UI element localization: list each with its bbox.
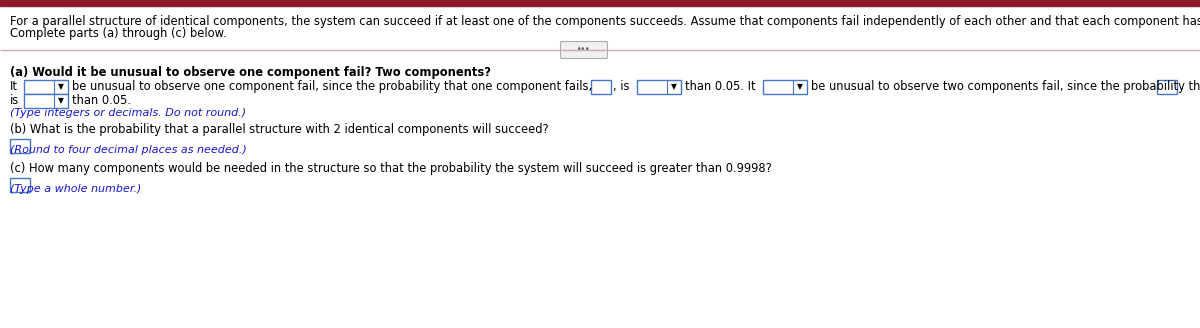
Text: It: It <box>10 80 18 93</box>
Text: ▼: ▼ <box>797 83 803 92</box>
Text: ,: , <box>1178 80 1183 93</box>
FancyBboxPatch shape <box>592 80 611 94</box>
Text: (Type a whole number.): (Type a whole number.) <box>10 184 142 194</box>
FancyBboxPatch shape <box>560 42 607 58</box>
Text: , is: , is <box>613 80 630 93</box>
FancyBboxPatch shape <box>24 94 68 108</box>
FancyBboxPatch shape <box>637 80 682 94</box>
Text: ▼: ▼ <box>58 83 64 92</box>
FancyBboxPatch shape <box>1157 80 1177 94</box>
Bar <box>0 0 1200 6</box>
Text: than 0.05. It: than 0.05. It <box>685 80 756 93</box>
Text: (Type integers or decimals. Do not round.): (Type integers or decimals. Do not round… <box>10 108 246 118</box>
FancyBboxPatch shape <box>10 178 30 192</box>
Text: be unusual to observe two components fail, since the probability that two compon: be unusual to observe two components fai… <box>811 80 1200 93</box>
Text: (b) What is the probability that a parallel structure with 2 identical component: (b) What is the probability that a paral… <box>10 123 548 136</box>
FancyBboxPatch shape <box>10 139 30 153</box>
Text: be unusual to observe one component fail, since the probability that one compone: be unusual to observe one component fail… <box>72 80 592 93</box>
Text: Complete parts (a) through (c) below.: Complete parts (a) through (c) below. <box>10 27 227 40</box>
Text: (Round to four decimal places as needed.): (Round to four decimal places as needed.… <box>10 145 247 155</box>
Text: For a parallel structure of identical components, the system can succeed if at l: For a parallel structure of identical co… <box>10 15 1200 28</box>
Text: •••: ••• <box>577 46 590 54</box>
Text: than 0.05.: than 0.05. <box>72 94 131 107</box>
FancyBboxPatch shape <box>24 80 68 94</box>
Text: is: is <box>10 94 19 107</box>
Text: (c) How many components would be needed in the structure so that the probability: (c) How many components would be needed … <box>10 162 772 175</box>
Text: ▼: ▼ <box>671 83 677 92</box>
Text: (a) Would it be unusual to observe one component fail? Two components?: (a) Would it be unusual to observe one c… <box>10 66 491 79</box>
FancyBboxPatch shape <box>763 80 808 94</box>
Text: ▼: ▼ <box>58 96 64 106</box>
